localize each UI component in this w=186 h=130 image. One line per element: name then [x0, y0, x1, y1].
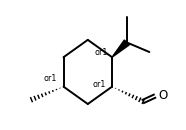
Text: O: O [158, 89, 168, 102]
Text: or1: or1 [44, 74, 57, 83]
Polygon shape [112, 40, 129, 57]
Text: or1: or1 [94, 48, 108, 57]
Text: or1: or1 [92, 80, 106, 89]
